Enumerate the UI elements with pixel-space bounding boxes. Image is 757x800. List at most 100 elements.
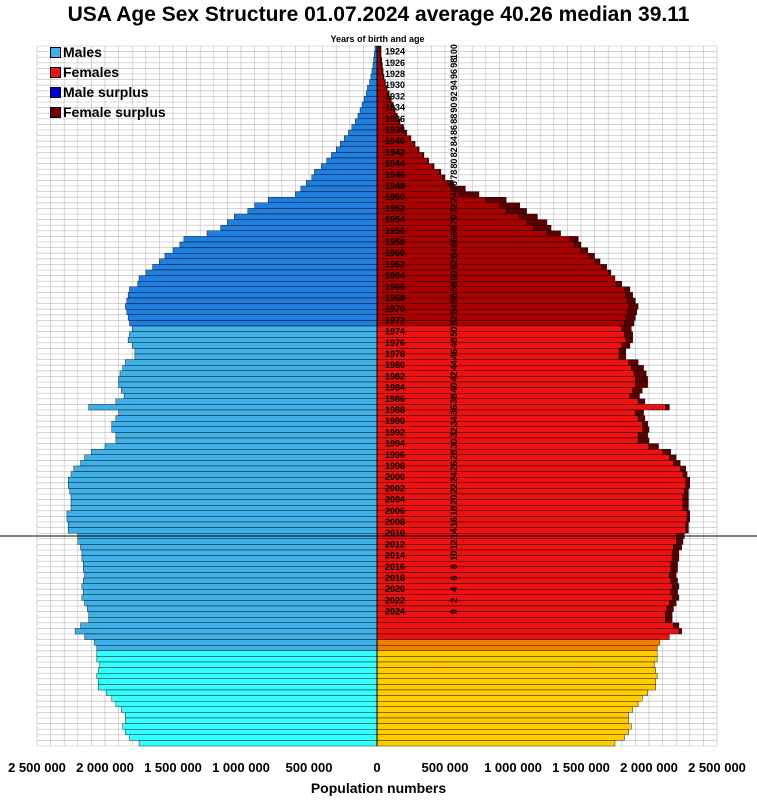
bar-female [376,443,650,450]
year-label: 1970 [385,304,405,314]
bar-female [376,611,666,618]
bar-female-surplus [427,157,429,164]
bar-female-surplus [682,471,688,478]
bar-female [376,723,632,730]
bar-female [376,740,616,747]
bar-male [97,678,378,685]
year-label: 1960 [385,248,405,258]
age-label: 30 [449,439,459,449]
bar-male [370,73,378,80]
bar-female-surplus [635,409,644,416]
bar-female [376,303,629,310]
bar-female [376,717,629,724]
age-label: 38 [449,394,459,404]
year-label: 1926 [385,58,405,68]
bar-female-surplus [637,415,646,422]
bar-male [83,577,378,584]
bar-female-surplus [413,140,416,147]
bar-male [138,275,378,282]
bar-female [376,650,658,657]
age-label: 46 [449,349,459,359]
age-label: 28 [449,450,459,460]
bar-male [118,376,378,383]
bar-female-surplus [678,628,682,635]
bar-male [122,723,378,730]
x-tick-label: 2 000 000 [620,760,678,775]
bar-male [80,622,378,629]
bar-male [81,549,378,556]
bar-female [376,538,677,545]
bar-female-surplus [635,376,648,383]
year-label: 1946 [385,170,405,180]
bar-female [376,404,666,411]
bar-male [300,185,378,192]
x-tick-label: 2 500 000 [8,760,66,775]
bar-male [115,701,378,708]
bar-male [126,297,378,304]
year-label: 1932 [385,91,405,101]
bar-female-surplus [618,348,627,355]
year-label: 1990 [385,416,405,426]
year-label: 1986 [385,394,405,404]
bar-male [326,157,378,164]
bar-male [84,600,378,607]
age-label: 60 [449,271,459,281]
year-label: 1954 [385,215,405,225]
bar-male [97,667,378,674]
bar-female [376,589,671,596]
bar-male [183,236,378,243]
bar-female-surplus [670,561,678,568]
age-label: 10 [449,551,459,561]
age-label: 40 [449,383,459,393]
bar-female-surplus [670,577,678,584]
bar-male [91,449,378,456]
age-label: 24 [449,472,459,482]
bar-female [376,701,639,708]
bar-female-surplus [635,381,648,388]
bar-female [376,633,670,640]
year-label: 1934 [385,103,405,113]
bar-female-surplus [405,129,408,136]
age-label: 0 [449,609,459,614]
bar-female [376,516,688,523]
bar-female-surplus [671,594,680,601]
bar-female [376,269,609,276]
bar-female [376,639,661,646]
bar-female-surplus [627,297,636,304]
legend-label-females: Females [63,64,120,80]
bar-female [376,449,663,456]
bar-male [125,712,378,719]
bar-female-surplus [422,152,425,159]
bar-male [104,443,378,450]
bar-female-surplus [648,443,659,450]
bar-female [376,594,673,601]
bar-male [351,124,378,131]
bar-female [376,667,656,674]
x-tick-label: 500 000 [286,760,333,775]
age-label: 34 [449,416,459,426]
bar-female-surplus [442,174,446,181]
bar-male [122,365,378,372]
bar-female-surplus [608,269,612,276]
bar-female-surplus [669,572,677,579]
age-label: 32 [449,427,459,437]
years-age-header: Years of birth and age [330,34,425,44]
bar-male [111,695,378,702]
bar-female-surplus [594,258,601,265]
bar-female [376,370,635,377]
bar-female [376,499,684,506]
bar-female [376,241,575,248]
bar-male [99,661,378,668]
bar-male [81,594,378,601]
bar-female-surplus [673,622,680,629]
bar-female-surplus [642,426,650,433]
bar-male [96,673,378,680]
bar-male [121,387,378,394]
age-label: 78 [449,170,459,180]
bar-female [376,275,616,282]
year-label: 2018 [385,573,405,583]
bar-female-surplus [601,264,608,271]
bar-male [373,57,378,64]
bar-female-surplus [676,538,684,545]
age-label: 88 [449,114,459,124]
